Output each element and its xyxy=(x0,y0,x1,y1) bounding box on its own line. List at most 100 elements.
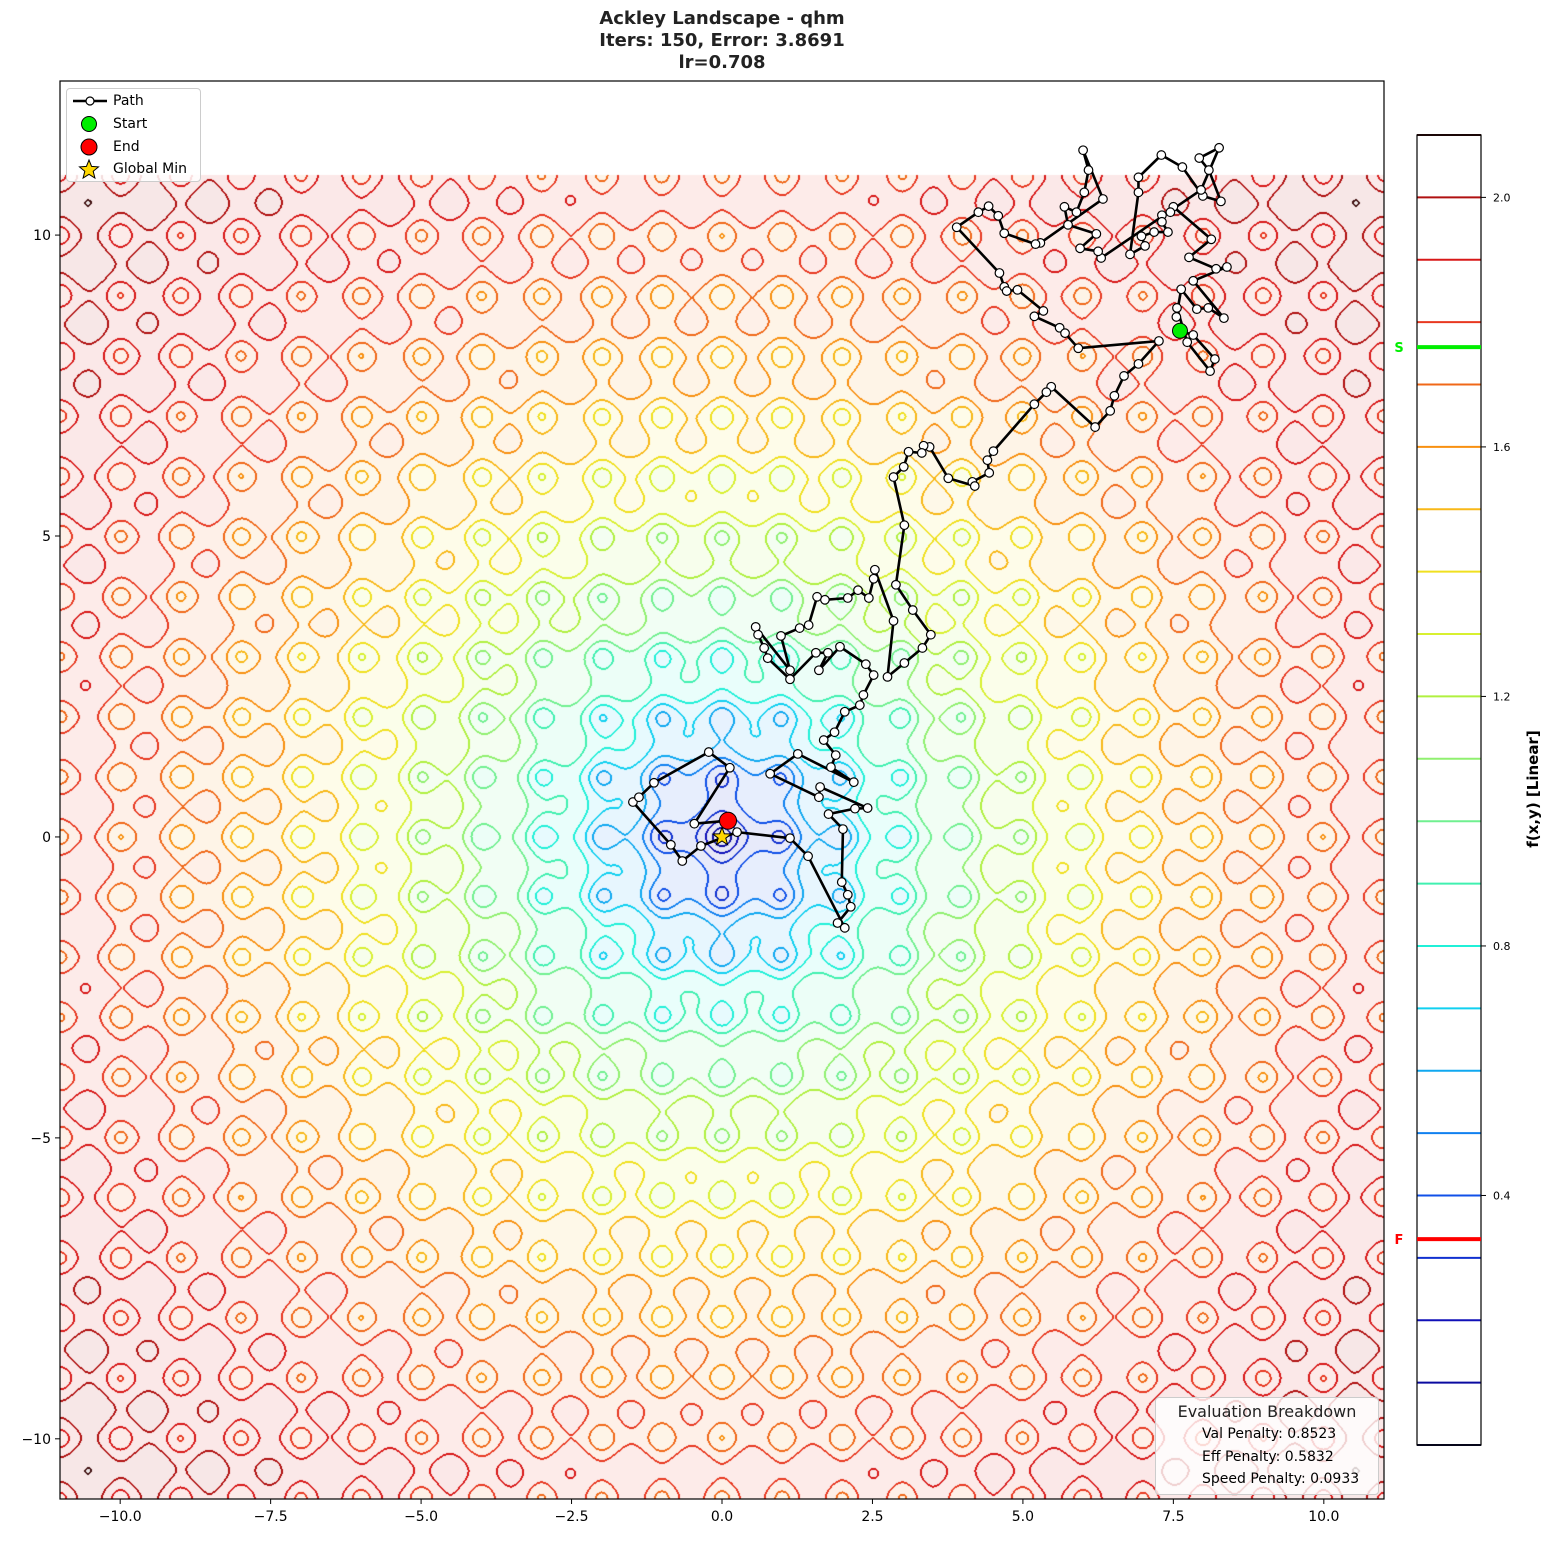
path-point xyxy=(882,671,893,682)
colorbar-start-marker-label: S xyxy=(1394,341,1403,356)
path-point xyxy=(818,735,829,745)
path-point xyxy=(898,461,909,472)
path-point xyxy=(1078,145,1088,156)
legend-label-path: Path xyxy=(113,93,144,109)
path-point xyxy=(1136,231,1147,242)
y-tick-label: 10 xyxy=(33,228,51,244)
start-marker xyxy=(1171,322,1188,339)
path-point xyxy=(862,803,873,813)
path-point xyxy=(869,564,880,575)
path-point xyxy=(812,591,822,602)
path-point xyxy=(1188,275,1199,286)
path-point xyxy=(1171,312,1182,322)
colorbar-tick-label: 2.0 xyxy=(1493,191,1511,204)
path-point xyxy=(1030,239,1041,250)
path-point xyxy=(1177,162,1188,172)
path-point xyxy=(1119,371,1129,381)
path-point xyxy=(1079,187,1090,198)
path-point xyxy=(984,467,995,478)
y-tick-label: −10 xyxy=(21,1432,51,1448)
speed-penalty: Speed Penalty: 0.0933 xyxy=(1202,1471,1360,1487)
path-point xyxy=(677,856,688,866)
evaluation-title: Evaluation Breakdown xyxy=(1177,1402,1357,1421)
path-point xyxy=(785,833,795,844)
path-point xyxy=(1184,252,1194,263)
title-line-3: lr=0.708 xyxy=(678,52,766,73)
start-circle-icon xyxy=(81,116,97,132)
path-point xyxy=(792,748,803,759)
path-point xyxy=(839,922,850,933)
path-point xyxy=(916,448,927,458)
path-point xyxy=(1140,241,1150,251)
path-point xyxy=(999,228,1010,239)
path-point xyxy=(1133,172,1144,183)
path-point xyxy=(703,747,714,757)
path-point xyxy=(983,201,994,212)
path-point xyxy=(1216,196,1226,207)
path-point xyxy=(1038,306,1049,316)
path-point xyxy=(1203,165,1214,175)
path-point xyxy=(1205,366,1215,377)
path-point xyxy=(1191,304,1202,315)
path-point xyxy=(1060,328,1070,339)
contour-field xyxy=(60,81,1384,1499)
path-point xyxy=(994,268,1005,278)
x-tick-label: 0.0 xyxy=(711,1509,733,1525)
path-point xyxy=(850,803,860,814)
path-point xyxy=(854,700,865,711)
path-point xyxy=(868,670,879,680)
path-point xyxy=(842,889,853,900)
path-point xyxy=(1154,336,1164,346)
path-point xyxy=(823,809,834,819)
x-tick-label: −5.0 xyxy=(404,1509,438,1525)
path-point xyxy=(982,455,993,466)
path-point xyxy=(810,647,821,658)
path-point xyxy=(1165,207,1176,218)
path-point xyxy=(689,818,700,829)
legend-label-start: Start xyxy=(113,116,148,132)
x-tick-label: −2.5 xyxy=(555,1509,589,1525)
path-point xyxy=(1125,249,1135,260)
path-point xyxy=(1063,219,1073,230)
path-point xyxy=(858,690,869,700)
path-point xyxy=(1188,330,1199,340)
path-point xyxy=(907,605,918,615)
path-point xyxy=(759,643,770,653)
x-tick-label: 2.5 xyxy=(861,1509,883,1525)
path-point xyxy=(815,782,825,792)
path-point xyxy=(845,901,856,912)
path-point xyxy=(835,641,845,652)
path-point xyxy=(1214,142,1225,153)
path-point xyxy=(813,665,824,676)
path-point xyxy=(1211,263,1221,274)
path-point xyxy=(836,877,847,887)
path-point xyxy=(776,631,786,641)
path-point xyxy=(830,750,841,760)
path-point xyxy=(1182,337,1193,348)
legend-item-global-min: Global Min xyxy=(67,158,187,180)
path-point xyxy=(803,620,814,630)
path-point xyxy=(1012,284,1023,295)
path-point xyxy=(1083,165,1094,175)
end-circle-icon xyxy=(80,138,98,156)
path-point xyxy=(649,777,659,788)
legend-item-start: Start xyxy=(67,113,147,135)
colorbar-label: f(x,y) [Linear] xyxy=(1524,730,1542,848)
path-point xyxy=(1071,207,1082,218)
star-icon xyxy=(78,158,100,180)
x-tick-label: 7.5 xyxy=(1162,1509,1184,1525)
path-point xyxy=(993,210,1004,221)
path-point xyxy=(829,727,840,738)
x-tick-label: −10.0 xyxy=(99,1509,142,1525)
path-line-icon xyxy=(73,96,107,106)
path-point xyxy=(842,593,853,603)
path-point xyxy=(988,446,999,457)
path-point xyxy=(1098,194,1108,204)
path-point xyxy=(1041,387,1052,398)
path-point xyxy=(888,615,899,626)
path-point xyxy=(1109,390,1120,401)
path-point xyxy=(1203,303,1214,313)
path-point xyxy=(762,653,773,664)
y-tick-label: 0 xyxy=(42,830,51,846)
colorbar-tick-label: 0.4 xyxy=(1493,1189,1511,1202)
